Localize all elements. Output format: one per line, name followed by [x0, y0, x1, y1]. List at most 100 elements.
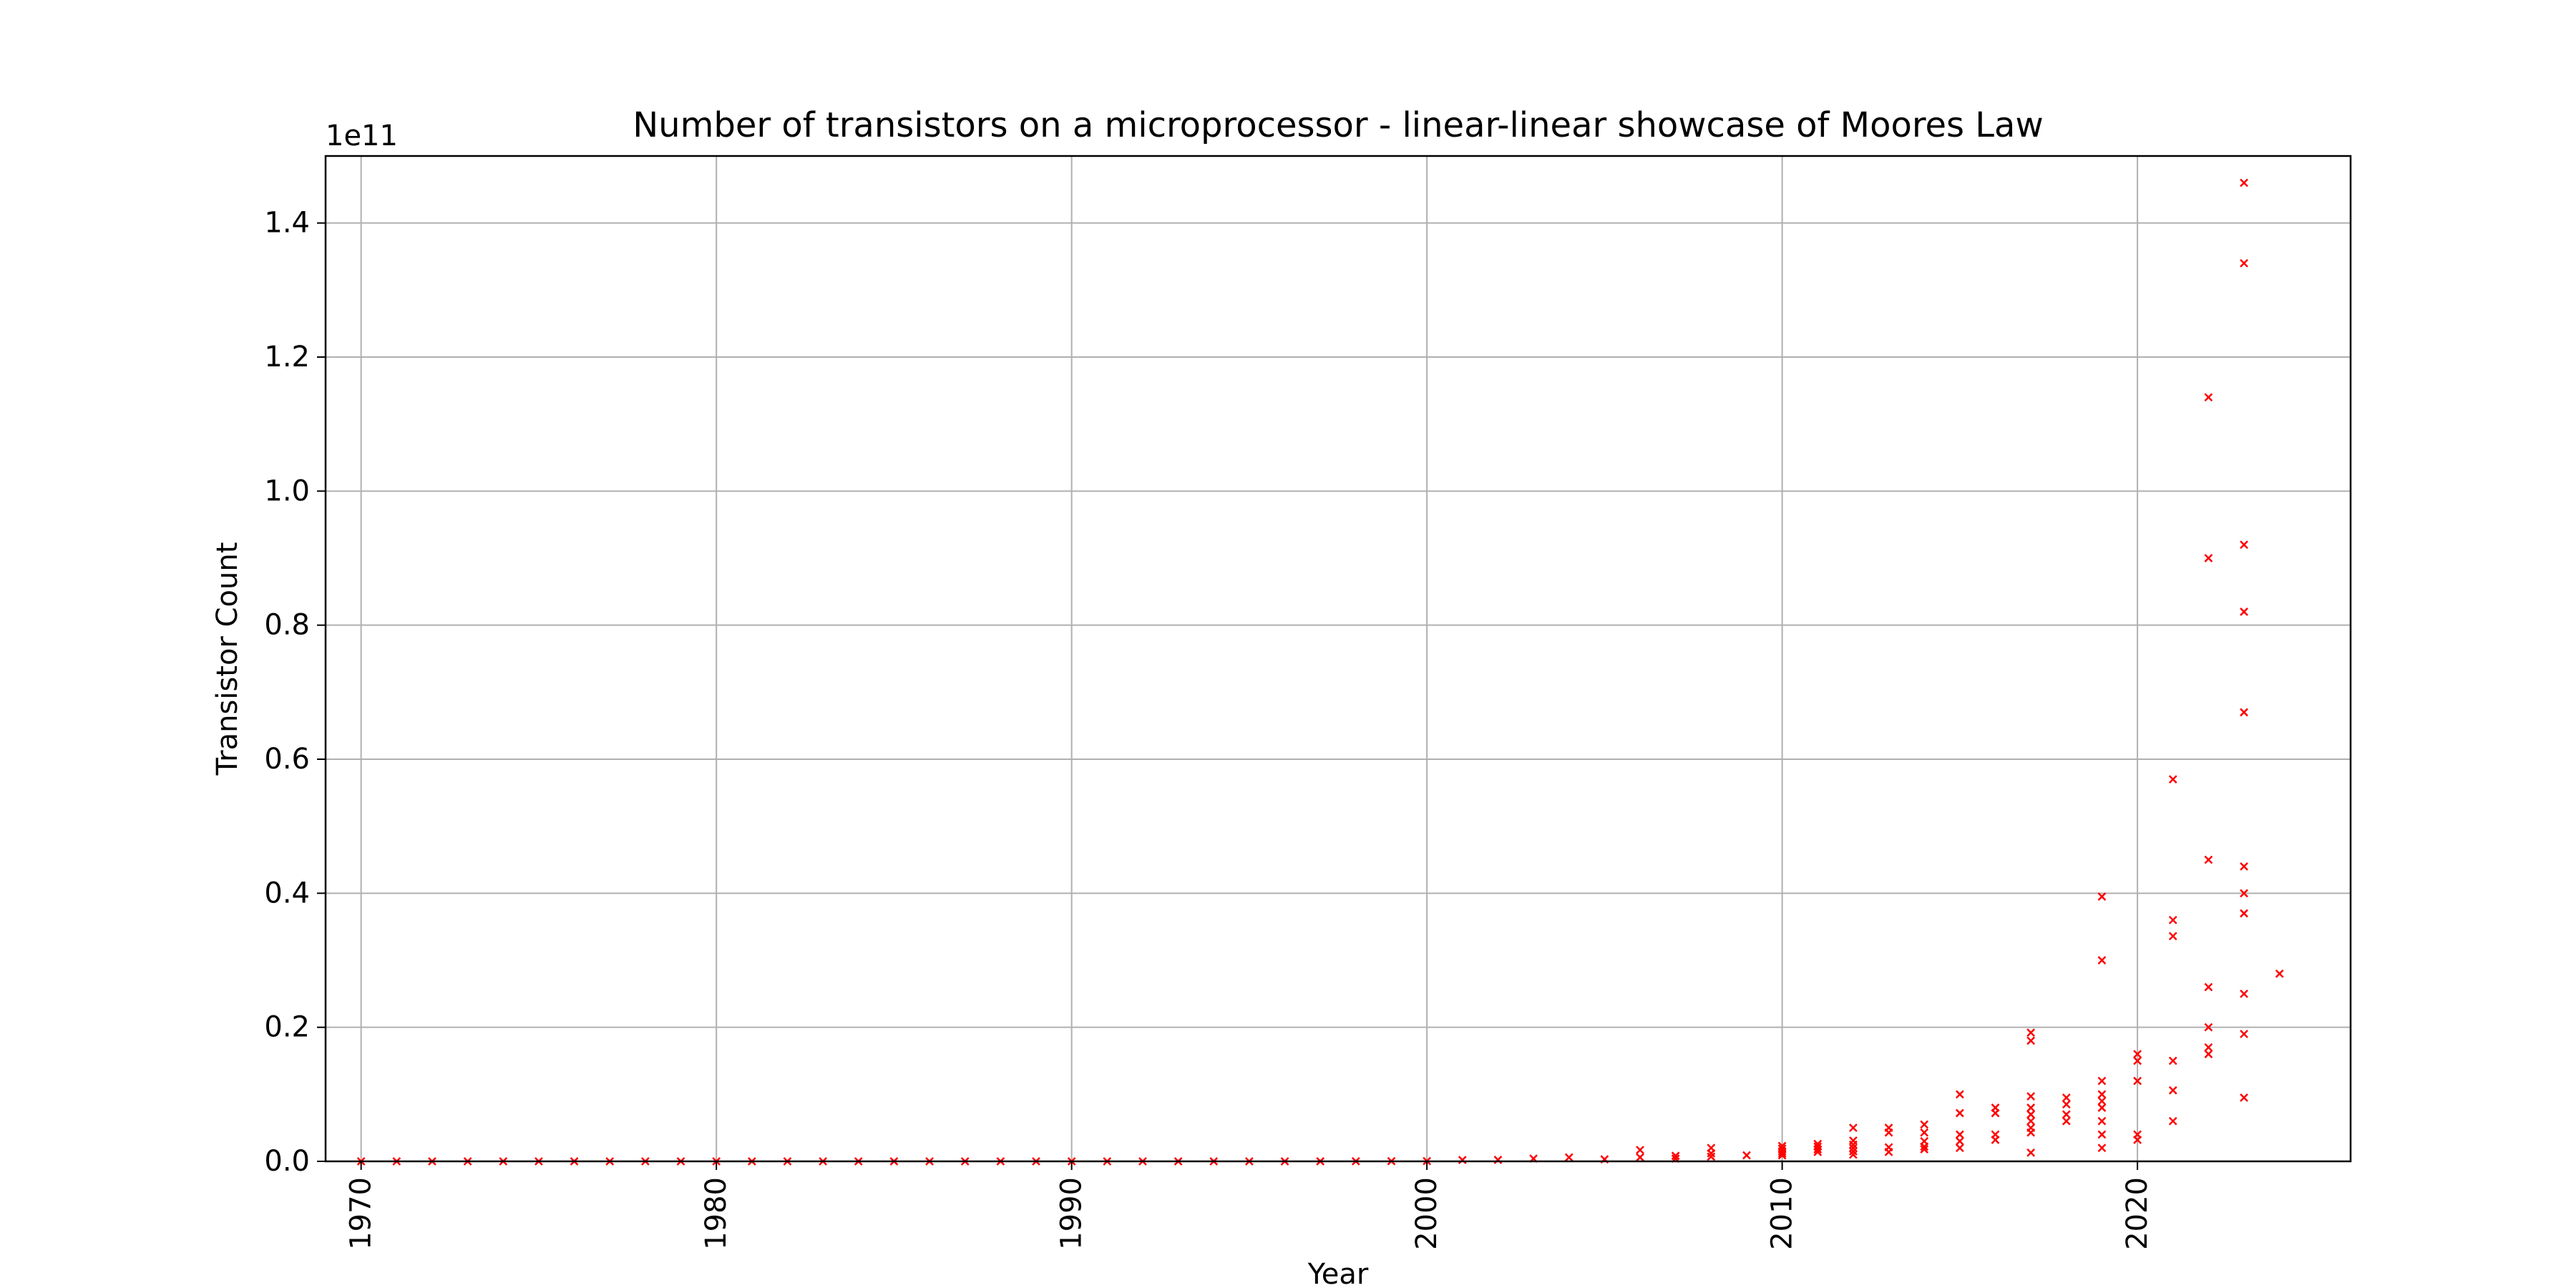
data-point — [1707, 1148, 1716, 1158]
data-point — [2204, 554, 2213, 562]
y-tick-label: 0.4 — [264, 877, 310, 909]
data-point — [2240, 1093, 2248, 1102]
y-tick-label: 1.2 — [264, 341, 310, 374]
data-point — [1564, 1153, 1574, 1162]
y-axis-ticks: 0.0 0.2 0.4 0.6 0.8 1.0 1.2 1.4 — [264, 207, 326, 1178]
data-point — [1636, 1153, 1644, 1162]
data-point — [1991, 1136, 2000, 1144]
chart-title: Number of transistors on a microprocesso… — [633, 105, 2043, 145]
data-point — [1955, 1143, 1964, 1153]
data-point — [2097, 1076, 2107, 1085]
x-tick-label: 2020 — [2121, 1177, 2154, 1250]
data-point — [2026, 1128, 2036, 1137]
data-point — [2240, 889, 2248, 898]
x-axis-ticks: 1970 1980 1990 2000 2010 2020 — [345, 1161, 2154, 1250]
y-tick-label: 0.2 — [264, 1011, 310, 1044]
data-point — [2026, 1028, 2036, 1038]
data-point — [2097, 1103, 2107, 1112]
data-point — [2062, 1116, 2071, 1126]
data-point — [1920, 1142, 1929, 1151]
x-tick-label: 1970 — [345, 1177, 378, 1250]
data-point — [2062, 1093, 2071, 1102]
data-point — [1884, 1128, 1893, 1137]
data-point — [2240, 608, 2248, 616]
data-point — [1955, 1137, 1964, 1146]
data-point — [1849, 1143, 1858, 1153]
data-point — [2204, 393, 2213, 402]
data-point — [2097, 1116, 2107, 1126]
data-point — [1955, 1130, 1964, 1139]
y-tick-label: 1.4 — [264, 207, 310, 240]
data-point — [1707, 1152, 1716, 1161]
data-point — [2026, 1116, 2036, 1126]
data-point — [1849, 1140, 1858, 1149]
data-point — [1920, 1128, 1929, 1137]
data-point — [2240, 989, 2248, 998]
data-point — [1777, 1151, 1787, 1160]
data-point — [1813, 1148, 1823, 1156]
data-point — [2168, 1116, 2177, 1126]
x-tick-label: 2010 — [1766, 1177, 1799, 1250]
data-point — [2097, 1143, 2107, 1153]
y-tick-label: 0.0 — [264, 1145, 310, 1178]
x-axis-label: Year — [1307, 1258, 1369, 1288]
data-point — [2240, 540, 2248, 550]
data-point — [2240, 862, 2248, 871]
data-point — [2133, 1136, 2142, 1144]
data-point — [2062, 1110, 2071, 1119]
x-tick-label: 2000 — [1410, 1177, 1443, 1250]
data-point — [1920, 1145, 1929, 1154]
data-point — [1458, 1156, 1467, 1165]
data-point — [2097, 1130, 2107, 1139]
data-point — [2240, 708, 2248, 717]
y-axis-offset-label: 1e11 — [326, 119, 398, 152]
x-tick-label: 1980 — [700, 1177, 733, 1250]
data-point — [2133, 1056, 2142, 1065]
data-point — [2204, 1043, 2213, 1052]
data-point — [1884, 1148, 1893, 1156]
data-point — [2240, 178, 2248, 187]
data-point — [2097, 956, 2107, 965]
data-point — [2240, 909, 2248, 918]
data-point — [2168, 1056, 2177, 1065]
data-point — [2168, 932, 2177, 941]
data-point — [2168, 915, 2177, 924]
data-point — [2026, 1103, 2036, 1112]
data-point — [2204, 1023, 2213, 1032]
data-point — [2133, 1076, 2142, 1085]
data-points — [356, 178, 2284, 1166]
data-point — [2204, 855, 2213, 864]
data-point — [1493, 1156, 1503, 1164]
data-point — [2133, 1050, 2142, 1059]
data-point — [2097, 1090, 2107, 1099]
data-point — [2026, 1092, 2036, 1101]
data-point — [1991, 1108, 2000, 1118]
data-point — [1671, 1151, 1680, 1161]
data-point — [1955, 1108, 1964, 1118]
data-point — [2026, 1110, 2036, 1119]
data-point — [1849, 1147, 1858, 1156]
x-tick-label: 1990 — [1055, 1177, 1088, 1250]
data-point — [2026, 1036, 2036, 1045]
data-point — [1849, 1123, 1858, 1133]
data-point — [2097, 1096, 2107, 1106]
data-point — [2168, 1085, 2177, 1095]
data-point — [1813, 1145, 1823, 1154]
data-point — [2240, 258, 2248, 268]
data-point — [2168, 775, 2177, 784]
plot-area-frame — [324, 155, 2352, 1163]
data-point — [2240, 1030, 2248, 1038]
data-point — [2204, 1050, 2213, 1059]
data-point — [1636, 1146, 1644, 1154]
grid-lines — [326, 156, 2351, 1162]
y-tick-label: 1.0 — [264, 474, 310, 507]
y-tick-label: 0.6 — [264, 743, 310, 776]
data-point — [1955, 1090, 1964, 1099]
data-point — [2097, 892, 2107, 901]
y-tick-label: 0.8 — [264, 609, 310, 642]
data-point — [1920, 1120, 1929, 1129]
data-point — [2062, 1100, 2071, 1109]
